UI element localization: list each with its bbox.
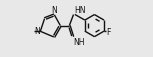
Text: N: N	[34, 27, 40, 36]
Text: NH: NH	[73, 38, 85, 46]
Text: F: F	[106, 27, 111, 36]
Text: N: N	[52, 6, 57, 15]
Text: HN: HN	[74, 6, 85, 15]
